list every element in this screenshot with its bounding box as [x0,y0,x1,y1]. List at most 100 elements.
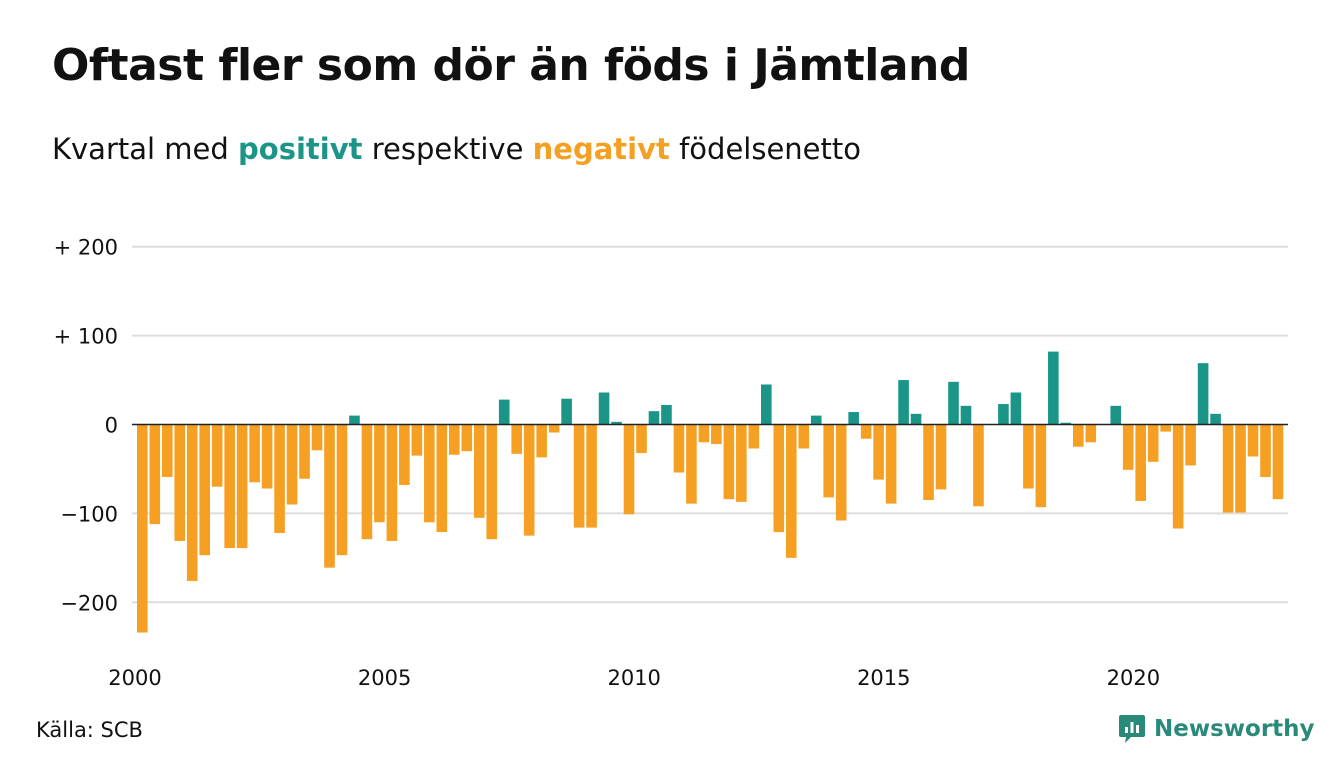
newsworthy-logo-icon [1119,715,1145,743]
chart-subtitle: Kvartal med positivt respektive negativt… [52,132,861,166]
bar [885,424,897,504]
bar [823,424,834,498]
bar [998,404,1009,425]
bar [1048,351,1059,425]
bar [748,424,760,449]
bar [486,424,498,540]
bar [449,424,460,455]
bar [661,404,672,425]
bar [611,421,622,425]
bar [1235,424,1246,513]
bar [511,424,522,454]
bar [1210,413,1221,425]
bar [711,424,722,445]
bar [673,424,685,473]
bar [174,424,186,541]
bar [1147,424,1159,462]
bar [960,405,972,425]
subtitle-negative-label: negativt [532,132,670,166]
y-tick-label: + 200 [54,236,118,260]
bar [436,424,448,533]
subtitle-middle: respektive [371,132,524,166]
bar [1222,424,1234,513]
bar [648,411,660,425]
source-note: Källa: SCB [36,718,143,742]
bar [723,424,735,500]
y-tick-label: + 100 [54,325,118,349]
brand-name: Newsworthy [1154,716,1315,742]
bar [910,413,922,425]
bar [473,424,485,518]
bar [548,424,560,433]
bar [1247,424,1259,457]
bar [1122,424,1134,470]
bar [686,424,697,504]
bar [810,415,822,425]
bar [149,424,161,525]
subtitle-positive-label: positivt [238,132,363,166]
bar [274,424,285,533]
bar [1272,424,1284,500]
y-tick-label: 0 [105,414,118,438]
brand-logo: Newsworthy [1118,712,1315,746]
bar [773,424,785,533]
bar [1073,424,1084,447]
bar [1110,405,1122,425]
bar [923,424,934,501]
bar [1085,424,1097,443]
bar [973,424,984,507]
bar [1135,424,1146,501]
bar [935,424,947,490]
bar [848,412,859,425]
bar [336,424,348,556]
bar [411,424,423,456]
bar [249,424,260,483]
bar [261,424,273,489]
x-tick-label: 2020 [1107,666,1160,690]
bar [1260,424,1271,477]
bar [211,424,223,487]
bar [299,424,310,479]
bar [698,424,710,443]
bar [1035,424,1047,508]
bar [1197,363,1209,425]
bar [1010,392,1022,425]
bar [161,424,173,477]
bar [523,424,535,536]
subtitle-prefix: Kvartal med [52,132,229,166]
bar [561,398,572,425]
bar [361,424,373,540]
y-tick-label: −200 [60,591,118,615]
bar [586,424,597,528]
bar [835,424,847,521]
y-tick-label: −100 [60,502,118,526]
bar [636,424,647,453]
x-tick-label: 2010 [607,666,660,690]
bar [1023,424,1034,489]
bar [1185,424,1196,466]
bar [324,424,335,568]
bar [948,381,959,425]
bar [873,424,884,480]
chart-title: Oftast fler som dör än föds i Jämtland [52,40,970,91]
bar [598,392,610,425]
bar [785,424,797,558]
bar [798,424,810,449]
bar [399,424,410,485]
bar [236,424,248,549]
bar [424,424,435,523]
bar [736,424,747,502]
bar [573,424,585,528]
bar [1060,422,1072,425]
bar [623,424,635,515]
bar [761,384,772,425]
x-tick-label: 2000 [108,666,161,690]
x-tick-label: 2005 [358,666,411,690]
bar [536,424,547,458]
bar [860,424,872,439]
bar [186,424,198,581]
bar [1160,424,1171,432]
bar [374,424,385,523]
bar [311,424,323,451]
x-tick-label: 2015 [857,666,910,690]
